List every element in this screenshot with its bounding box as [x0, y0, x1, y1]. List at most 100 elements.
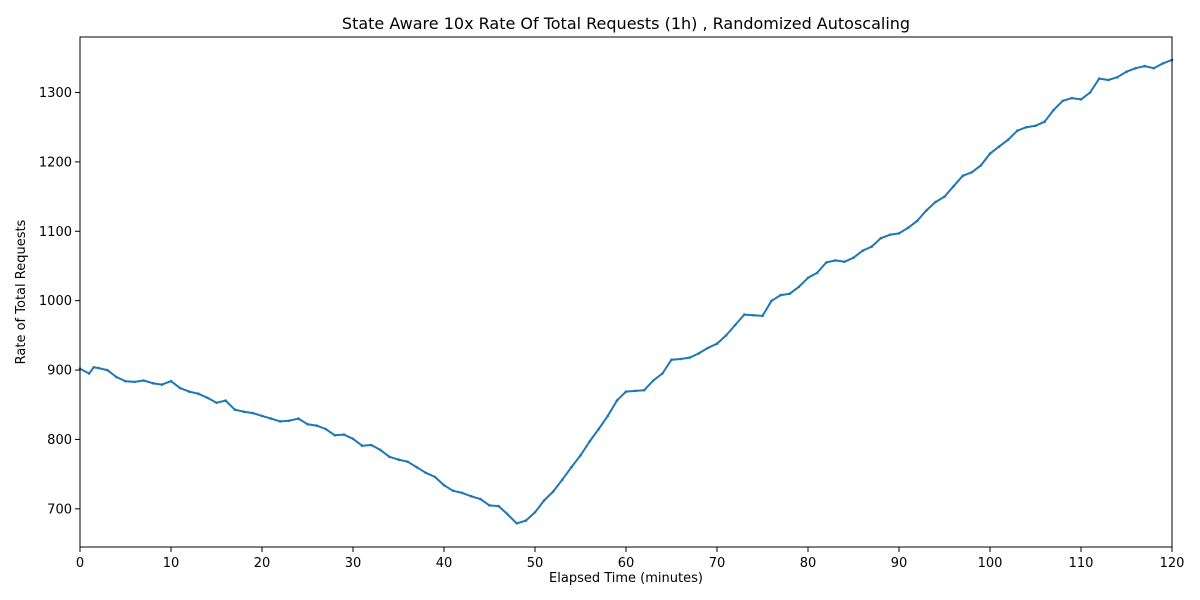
data-point	[1116, 76, 1119, 79]
x-tick-label: 90	[891, 556, 908, 571]
data-point	[743, 313, 746, 316]
data-point	[825, 261, 828, 264]
data-point	[215, 401, 218, 404]
data-point	[406, 460, 409, 463]
data-point	[570, 466, 573, 469]
data-point	[415, 466, 418, 469]
data-point	[425, 472, 428, 475]
data-point	[889, 234, 892, 237]
y-tick-label: 1300	[39, 86, 72, 101]
data-point	[133, 381, 136, 384]
data-point	[543, 499, 546, 502]
data-point	[534, 511, 537, 514]
data-point	[479, 498, 482, 501]
data-point	[761, 315, 764, 318]
data-point	[688, 356, 691, 359]
data-point	[588, 440, 591, 443]
data-point	[315, 424, 318, 427]
data-point	[97, 367, 100, 370]
data-point	[443, 484, 446, 487]
y-axis-label: Rate of Total Requests	[14, 219, 29, 364]
x-tick-label: 20	[254, 556, 271, 571]
data-point	[1007, 138, 1010, 141]
data-point	[461, 492, 464, 495]
data-point	[898, 232, 901, 235]
data-point	[334, 434, 337, 437]
data-point	[261, 415, 264, 418]
data-point	[124, 380, 127, 383]
data-point	[1089, 91, 1092, 94]
data-point	[179, 387, 182, 390]
data-point	[297, 417, 300, 420]
data-point	[679, 358, 682, 361]
x-tick-label: 40	[436, 556, 453, 571]
data-point	[506, 513, 509, 516]
data-point	[698, 352, 701, 355]
data-point	[1107, 79, 1110, 82]
data-point	[243, 410, 246, 413]
x-axis-label: Elapsed Time (minutes)	[549, 571, 703, 586]
data-point	[397, 458, 400, 461]
data-point	[843, 261, 846, 264]
data-point	[961, 175, 964, 178]
data-point	[306, 423, 309, 426]
data-point	[725, 334, 728, 337]
data-point	[288, 419, 291, 422]
data-point	[525, 519, 528, 522]
data-point	[652, 379, 655, 382]
x-tick-label: 30	[345, 556, 362, 571]
y-axis: 700 800 900 1000 1100 1200 1300	[39, 86, 80, 517]
x-tick-label: 60	[618, 556, 635, 571]
data-point	[470, 495, 473, 498]
data-point	[106, 369, 109, 372]
data-point	[834, 259, 837, 262]
y-tick-label: 900	[47, 364, 72, 379]
data-point	[488, 504, 491, 507]
data-point	[916, 220, 919, 223]
data-point	[1162, 62, 1165, 65]
data-point	[270, 417, 273, 420]
x-tick-label: 70	[709, 556, 726, 571]
data-point	[161, 383, 164, 386]
data-point	[625, 390, 628, 393]
data-point	[661, 372, 664, 375]
data-point	[934, 201, 937, 204]
data-point	[616, 399, 619, 402]
data-point	[1098, 77, 1101, 80]
data-point	[343, 433, 346, 436]
data-point	[1016, 129, 1019, 132]
y-tick-label: 700	[47, 502, 72, 517]
data-point	[1052, 109, 1055, 112]
data-point	[734, 324, 737, 327]
data-point	[379, 449, 382, 452]
data-point	[1071, 97, 1074, 100]
data-point	[452, 490, 455, 493]
plot-area	[80, 37, 1172, 547]
data-point	[1080, 98, 1083, 101]
data-point	[779, 294, 782, 297]
data-point	[870, 245, 873, 248]
x-tick-label: 110	[1069, 556, 1094, 571]
data-point	[1062, 100, 1065, 103]
x-axis: 0 10 20 30 40 50 60 70 80 90 100 110 120	[76, 547, 1185, 571]
data-point	[170, 380, 173, 383]
data-point	[388, 456, 391, 459]
data-point	[352, 438, 355, 441]
data-point	[1125, 70, 1128, 73]
data-point	[361, 444, 364, 447]
data-point	[752, 314, 755, 317]
data-point	[1134, 67, 1137, 70]
data-point	[789, 292, 792, 295]
data-point	[943, 195, 946, 198]
data-point	[971, 171, 974, 174]
data-point	[607, 415, 610, 418]
data-point	[1143, 65, 1146, 68]
data-point	[770, 299, 773, 302]
data-point	[92, 366, 95, 369]
data-point	[861, 249, 864, 252]
data-point	[324, 428, 327, 431]
data-point	[989, 152, 992, 155]
data-point	[224, 399, 227, 402]
data-point	[516, 522, 519, 525]
y-tick-label: 800	[47, 433, 72, 448]
